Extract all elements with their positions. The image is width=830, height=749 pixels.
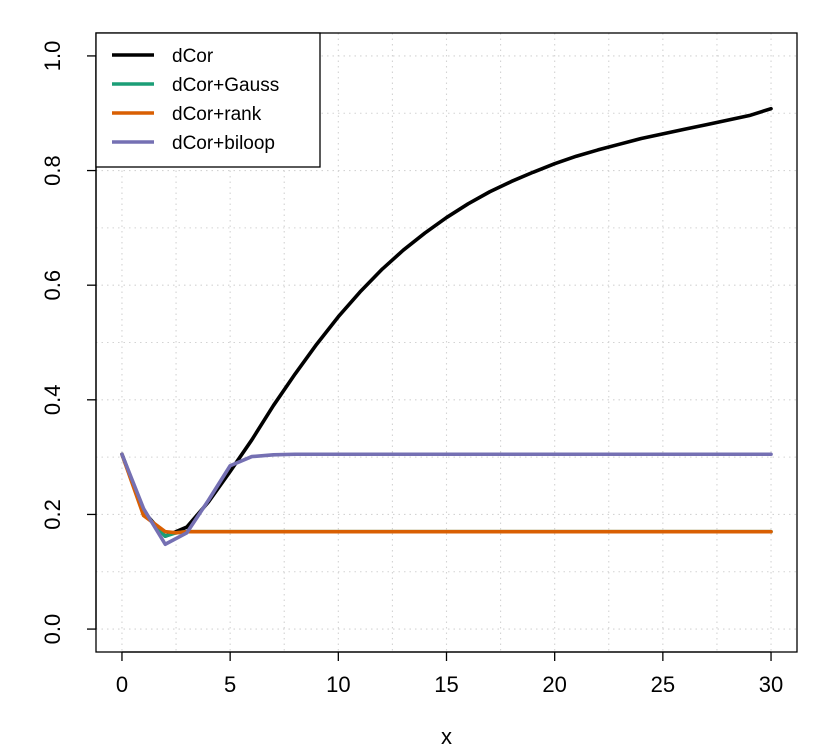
series-line-dcor-rank xyxy=(120,452,773,535)
legend-label: dCor+biloop xyxy=(172,133,275,154)
x-tick-label: 30 xyxy=(759,672,783,697)
y-axis: 0.0 0.2 0.4 0.6 0.8 1.0 xyxy=(40,41,97,645)
legend-label: dCor+Gauss xyxy=(172,75,279,96)
series-line-dcor xyxy=(120,106,773,539)
legend: dCor dCor+Gauss dCor+rank dCor+biloop xyxy=(95,32,321,168)
x-axis: 0 5 10 15 20 25 30 xyxy=(116,651,783,697)
x-tick-label: 5 xyxy=(224,672,236,697)
y-tick-label: 0.6 xyxy=(40,270,65,301)
y-tick-label: 0.4 xyxy=(40,385,65,416)
y-tick-label: 1.0 xyxy=(40,41,65,72)
legend-label: dCor xyxy=(172,46,214,67)
series-lines xyxy=(120,106,773,547)
x-axis-title: x xyxy=(441,724,452,749)
x-tick-label: 15 xyxy=(434,672,458,697)
x-tick-label: 25 xyxy=(651,672,675,697)
x-tick-label: 20 xyxy=(542,672,566,697)
series-line-dcor-biloop xyxy=(120,452,773,547)
x-tick-label: 0 xyxy=(116,672,128,697)
y-tick-label: 0.8 xyxy=(40,155,65,186)
x-tick-label: 10 xyxy=(326,672,350,697)
legend-label: dCor+rank xyxy=(172,104,262,125)
y-tick-label: 0.2 xyxy=(40,499,65,530)
y-tick-label: 0.0 xyxy=(40,614,65,645)
